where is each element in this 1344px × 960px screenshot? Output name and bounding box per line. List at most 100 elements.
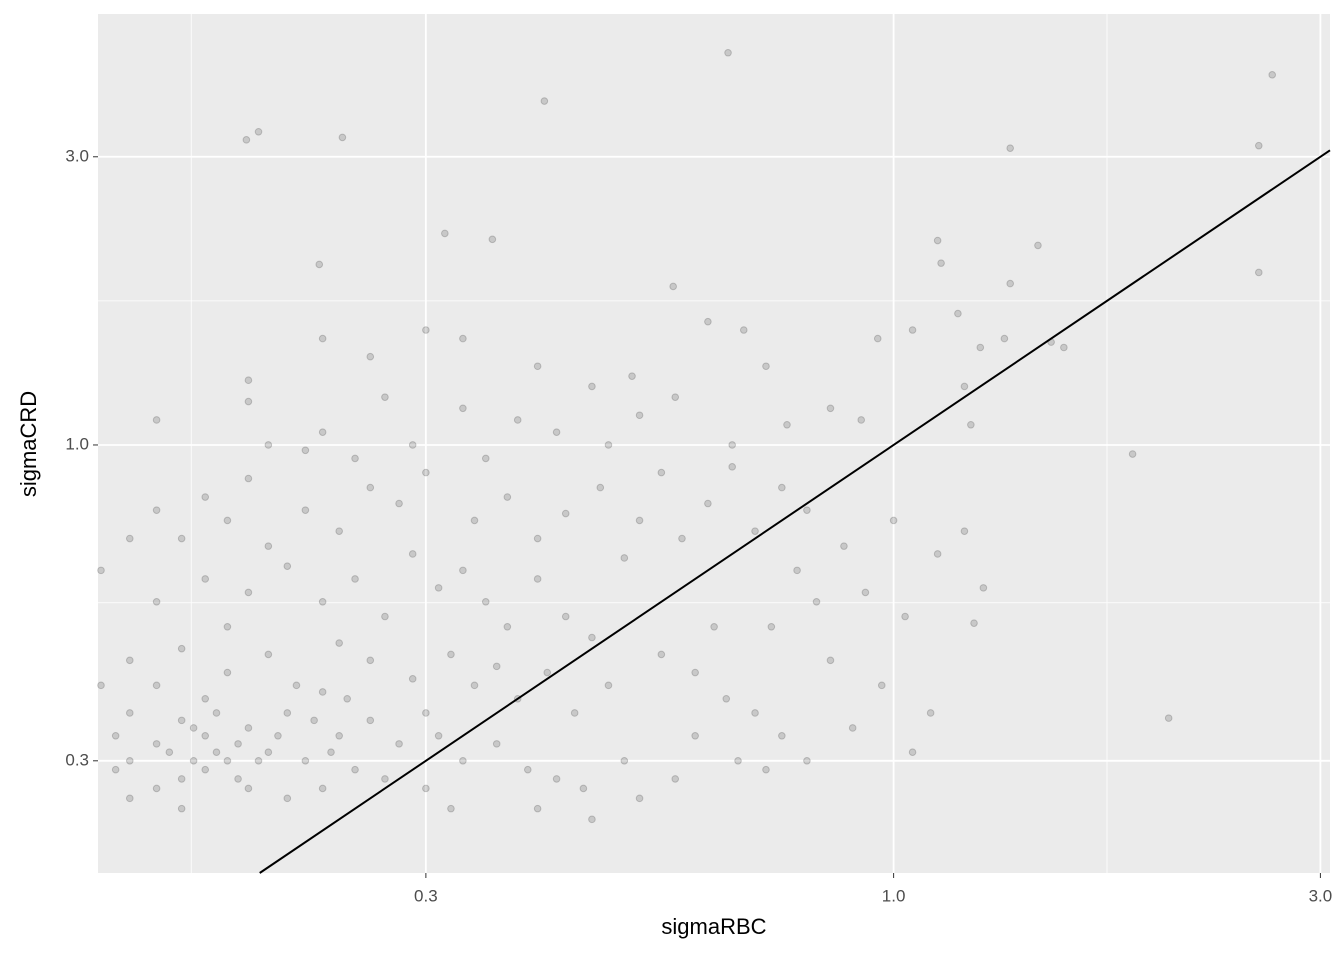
point — [395, 740, 403, 748]
point — [447, 650, 455, 659]
point — [152, 506, 161, 514]
point — [111, 765, 120, 774]
point — [422, 784, 430, 793]
y-tick-label: 3.0 — [65, 146, 89, 165]
point — [201, 731, 210, 740]
point — [671, 775, 680, 783]
point — [704, 499, 712, 508]
point — [728, 441, 736, 449]
point — [283, 709, 292, 717]
point — [1000, 334, 1009, 343]
point — [125, 794, 134, 803]
point — [223, 622, 232, 631]
point — [751, 527, 759, 535]
point — [422, 709, 430, 717]
point — [408, 675, 417, 683]
point — [125, 656, 134, 665]
point — [292, 681, 301, 690]
point — [1006, 279, 1014, 288]
point — [335, 731, 343, 740]
point — [552, 428, 561, 436]
point — [338, 133, 347, 142]
point — [366, 716, 375, 725]
point — [678, 534, 686, 543]
point — [201, 694, 210, 703]
point — [244, 588, 253, 597]
point — [244, 376, 253, 385]
point — [979, 584, 988, 592]
point — [301, 506, 310, 514]
point — [327, 748, 335, 756]
point — [441, 229, 449, 238]
point — [111, 731, 120, 740]
point — [381, 393, 389, 401]
point — [691, 731, 699, 740]
point — [561, 612, 570, 621]
point — [335, 527, 343, 535]
point — [459, 404, 467, 413]
point — [366, 483, 375, 492]
point — [1254, 141, 1263, 150]
point — [671, 393, 680, 401]
point — [533, 534, 542, 543]
point — [242, 136, 251, 144]
point — [234, 775, 242, 783]
point — [212, 709, 221, 717]
point — [933, 550, 942, 558]
point — [857, 416, 866, 424]
point — [540, 97, 549, 105]
point — [301, 446, 310, 455]
point — [503, 493, 512, 501]
point — [264, 441, 273, 449]
point — [335, 639, 343, 647]
point — [481, 597, 490, 606]
point — [318, 334, 327, 343]
point — [762, 362, 770, 371]
point — [351, 575, 359, 583]
point — [318, 688, 327, 696]
point — [318, 428, 327, 436]
point — [724, 48, 732, 57]
point — [588, 382, 596, 391]
point — [908, 326, 917, 334]
panel-background — [98, 14, 1330, 873]
point — [318, 597, 327, 606]
point — [408, 441, 417, 449]
point — [264, 650, 273, 659]
point — [840, 542, 848, 550]
point — [588, 633, 596, 642]
points — [97, 48, 1277, 824]
point — [561, 509, 570, 518]
point — [728, 463, 736, 471]
point — [722, 694, 731, 703]
point — [937, 259, 945, 267]
point — [201, 575, 210, 583]
identity-line — [259, 149, 1331, 874]
point — [803, 757, 811, 765]
point — [762, 765, 770, 774]
point — [97, 681, 105, 690]
point — [189, 757, 198, 765]
point — [351, 454, 359, 463]
point — [381, 612, 389, 621]
point — [635, 794, 644, 803]
point — [588, 815, 596, 824]
point — [481, 454, 490, 463]
x-tick-label: 0.3 — [414, 886, 438, 905]
point — [710, 622, 718, 631]
point — [177, 804, 186, 813]
point — [318, 784, 327, 793]
point — [704, 317, 712, 326]
point — [97, 566, 105, 575]
point — [669, 282, 677, 291]
point — [234, 740, 242, 748]
point — [783, 420, 791, 429]
point — [579, 784, 588, 793]
point — [274, 731, 282, 740]
point — [620, 757, 629, 765]
point — [459, 334, 467, 343]
x-tick-label: 1.0 — [882, 886, 906, 905]
point — [283, 562, 292, 570]
point — [967, 420, 975, 429]
